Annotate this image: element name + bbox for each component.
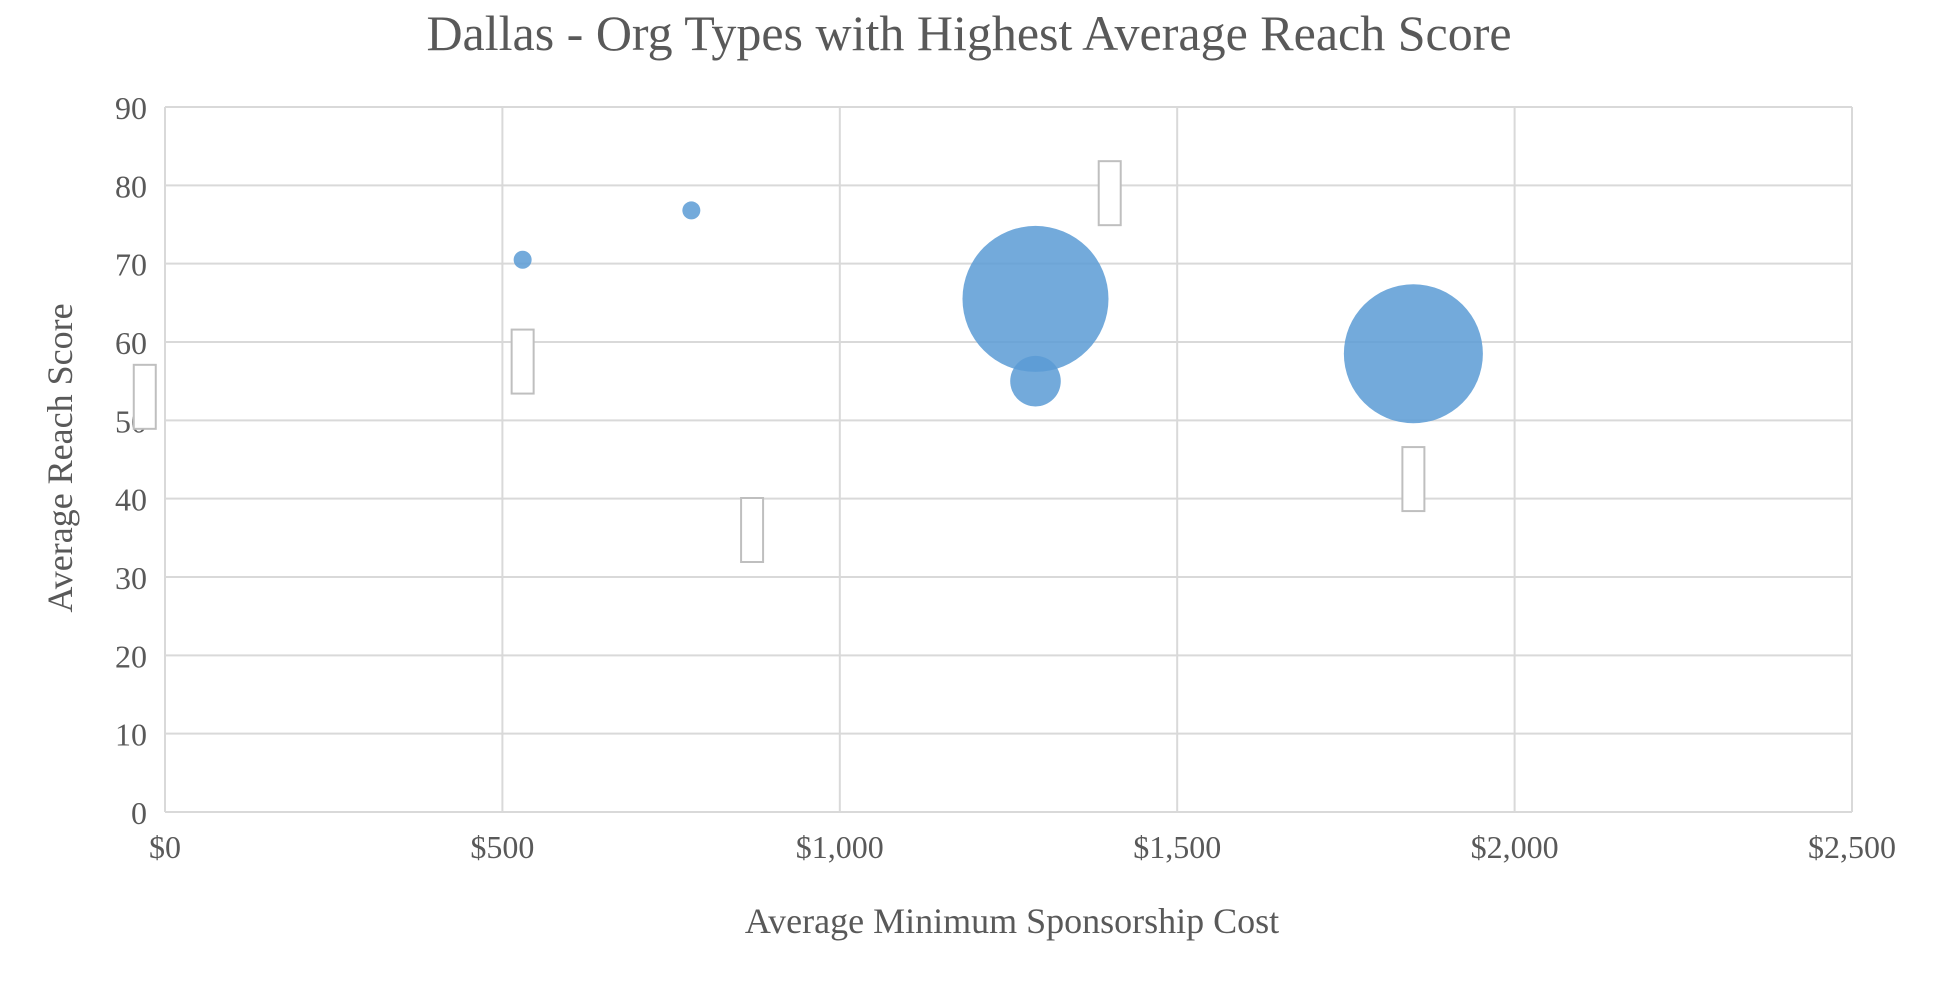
y-tick-label: 0 xyxy=(131,795,147,831)
y-tick-label: 20 xyxy=(115,638,147,674)
chart-title: Dallas - Org Types with Highest Average … xyxy=(426,5,1511,61)
bubble xyxy=(962,225,1109,372)
y-tick-label: 80 xyxy=(115,168,147,204)
data-label-boxes xyxy=(132,160,1426,563)
x-tick-label: $1,500 xyxy=(1133,829,1221,865)
y-tick-label: 70 xyxy=(115,247,147,283)
data-label-box xyxy=(510,328,535,395)
bubble xyxy=(682,201,701,220)
x-tick-label: $0 xyxy=(149,829,181,865)
gridlines xyxy=(164,106,1853,813)
bubble xyxy=(513,250,532,269)
x-tick-label: $2,500 xyxy=(1808,829,1896,865)
x-axis-ticks: $0 $500 $1,000 $1,500 $2,000 $2,500 xyxy=(149,829,1896,865)
x-tick-label: $2,000 xyxy=(1471,829,1559,865)
y-tick-label: 60 xyxy=(115,325,147,361)
x-axis-label: Average Minimum Sponsorship Cost xyxy=(745,901,1279,941)
data-label-box xyxy=(1401,446,1426,513)
x-tick-label: $500 xyxy=(470,829,534,865)
data-label-box xyxy=(740,497,765,563)
y-tick-label: 40 xyxy=(115,482,147,518)
data-label-box xyxy=(1097,160,1122,227)
y-tick-label: 90 xyxy=(115,90,147,126)
bubble xyxy=(1343,284,1483,424)
y-tick-label: 10 xyxy=(115,717,147,753)
bubble-series xyxy=(513,201,1483,424)
x-tick-label: $1,000 xyxy=(796,829,884,865)
y-tick-label: 30 xyxy=(115,560,147,596)
data-label-box xyxy=(132,363,157,430)
y-axis-label: Average Reach Score xyxy=(40,303,80,612)
bubble xyxy=(1010,355,1061,407)
